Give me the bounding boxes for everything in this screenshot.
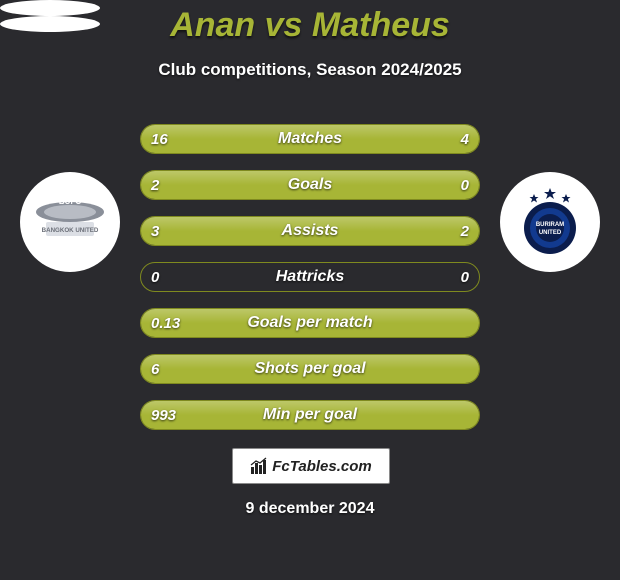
svg-text:BURIRAM: BURIRAM xyxy=(536,222,564,228)
stat-bar-left xyxy=(141,401,479,429)
club-badge-right: BURIRAM UNITED xyxy=(500,172,600,272)
chart-icon xyxy=(250,457,268,475)
comparison-card: Anan vs Matheus Club competitions, Seaso… xyxy=(0,0,620,580)
stat-row: Goals20 xyxy=(140,170,480,200)
svg-text:BUFC: BUFC xyxy=(59,197,81,206)
club-badge-left: BANGKOK UNITED BUFC xyxy=(20,172,120,272)
club-badge-left-icon: BANGKOK UNITED BUFC xyxy=(30,182,110,262)
stat-bar-left xyxy=(141,355,479,383)
stat-row: Hattricks0 0 xyxy=(140,262,480,292)
stat-row: Goals per match0.13 xyxy=(140,308,480,338)
stat-value-left: 0 xyxy=(151,263,159,291)
stat-label: Hattricks xyxy=(141,263,479,291)
svg-text:BANGKOK UNITED: BANGKOK UNITED xyxy=(42,227,99,234)
brand-badge: FcTables.com xyxy=(232,448,390,484)
page-subtitle: Club competitions, Season 2024/2025 xyxy=(0,60,620,80)
svg-text:UNITED: UNITED xyxy=(539,230,562,236)
stat-bar-left xyxy=(141,309,479,337)
stat-row: Shots per goal6 xyxy=(140,354,480,384)
brand-label: FcTables.com xyxy=(272,458,371,475)
club-badge-right-icon: BURIRAM UNITED xyxy=(510,182,590,262)
stat-bar-left xyxy=(141,171,479,199)
date-label: 9 december 2024 xyxy=(0,500,620,518)
stat-bar-left xyxy=(141,217,344,245)
stat-value-right: 0 xyxy=(461,263,469,291)
stat-bar-right xyxy=(344,217,479,245)
stat-bar-right xyxy=(411,125,479,153)
stat-row: Matches164 xyxy=(140,124,480,154)
page-title: Anan vs Matheus xyxy=(0,6,620,45)
stat-row: Assists32 xyxy=(140,216,480,246)
stat-row: Min per goal993 xyxy=(140,400,480,430)
stat-bar-left xyxy=(141,125,411,153)
